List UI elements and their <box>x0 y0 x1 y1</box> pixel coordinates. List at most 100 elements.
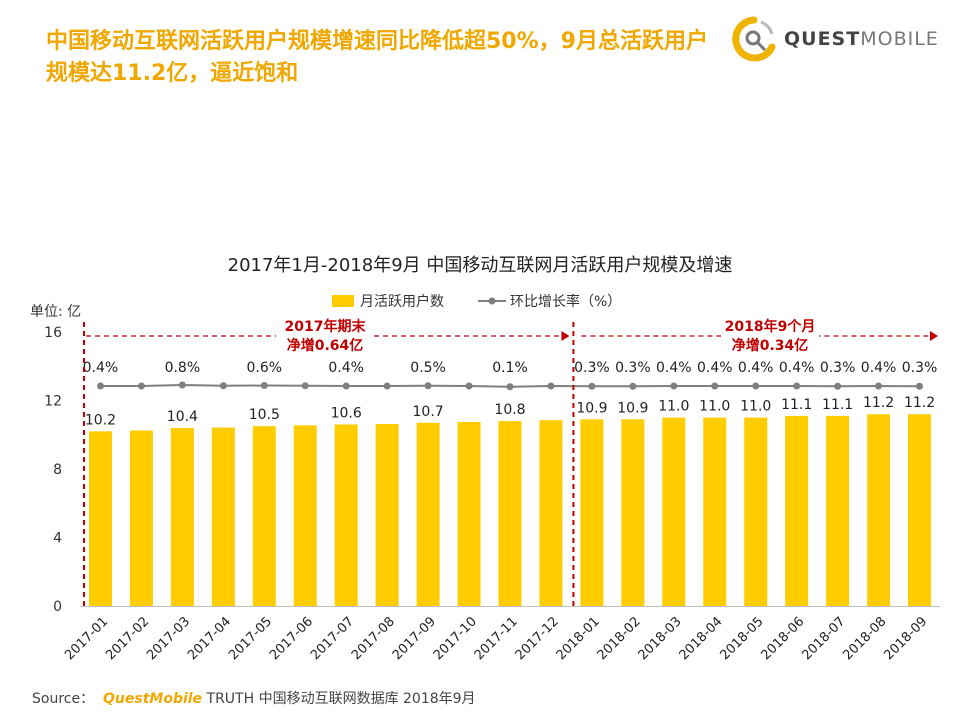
growth-value-label: 0.3% <box>820 360 856 376</box>
x-tick-label: 2018-04 <box>677 614 726 663</box>
bar <box>457 421 481 606</box>
x-tick-label: 2018-06 <box>758 614 807 663</box>
growth-value-label: 0.8% <box>165 360 201 376</box>
annotation-line1: 2017年期末 <box>285 318 367 335</box>
bar <box>88 431 112 606</box>
legend-line-marker <box>488 297 496 305</box>
x-tick-label: 2017-07 <box>308 614 357 663</box>
growth-point <box>506 383 514 391</box>
bar <box>211 427 235 606</box>
bar <box>703 417 727 606</box>
bar-value-label: 11.0 <box>740 399 771 415</box>
growth-value-label: 0.4% <box>83 360 119 376</box>
questmobile-logo: QUESTMOBILE <box>728 14 938 64</box>
y-tick-label: 12 <box>44 394 62 410</box>
growth-point <box>875 382 883 390</box>
x-tick-label: 2018-05 <box>718 614 767 663</box>
growth-point <box>465 382 473 390</box>
x-tick-label: 2018-01 <box>554 614 603 663</box>
y-tick-label: 0 <box>53 599 62 615</box>
logo-wordmark: QUESTMOBILE <box>784 28 939 50</box>
bar <box>334 424 358 606</box>
growth-point <box>301 382 309 390</box>
y-axis-unit: 单位: 亿 <box>30 304 81 320</box>
bar <box>662 417 686 606</box>
bar-value-label: 10.5 <box>249 407 280 423</box>
annotation-background <box>276 315 374 355</box>
y-tick-label: 16 <box>44 325 62 341</box>
bar-value-label: 11.2 <box>863 395 894 411</box>
growth-point <box>178 381 186 389</box>
growth-point <box>752 382 760 390</box>
bar-value-label: 11.1 <box>822 397 853 413</box>
growth-point <box>137 382 145 390</box>
bar-value-label: 11.0 <box>699 399 730 415</box>
bar-value-label: 11.0 <box>658 399 689 415</box>
bar-value-label: 10.8 <box>494 402 525 418</box>
growth-point <box>834 382 842 390</box>
x-tick-label: 2017-08 <box>349 614 398 663</box>
growth-point <box>342 382 350 390</box>
bar <box>908 414 932 606</box>
x-tick-label: 2017-09 <box>390 614 439 663</box>
x-tick-label: 2017-03 <box>144 614 193 663</box>
headline: 中国移动互联网活跃用户规模增速同比降低超50%，9月总活跃用户规模达11.2亿，… <box>46 29 708 86</box>
bar <box>621 419 645 606</box>
source-brand: QuestMobile <box>103 691 203 707</box>
annotation-line2: 净增0.34亿 <box>732 337 809 354</box>
x-tick-label: 2017-06 <box>267 614 316 663</box>
y-tick-label: 8 <box>53 462 62 478</box>
growth-point <box>916 382 924 390</box>
growth-value-label: 0.5% <box>410 360 446 376</box>
bar <box>867 414 891 606</box>
bar <box>498 421 522 606</box>
legend-bar-label: 月活跃用户数 <box>360 293 444 310</box>
bar-value-label: 10.4 <box>167 409 198 425</box>
bar-value-label: 10.7 <box>413 404 444 420</box>
growth-value-label: 0.3% <box>902 360 938 376</box>
x-tick-label: 2017-12 <box>513 614 562 663</box>
legend-line-label: 环比增长率（%） <box>510 293 621 310</box>
bar-value-label: 10.6 <box>331 405 362 421</box>
bar <box>826 415 850 606</box>
bar-value-label: 10.9 <box>576 400 607 416</box>
source-note: Source： QuestMobile TRUTH 中国移动互联网数据库 201… <box>32 691 476 707</box>
growth-point <box>547 382 555 390</box>
annotation-arrowhead <box>561 331 570 341</box>
growth-point <box>96 382 104 390</box>
growth-point <box>260 382 268 389</box>
growth-value-label: 0.4% <box>697 360 733 376</box>
growth-point <box>383 382 391 390</box>
annotation-line2: 净增0.64亿 <box>287 337 364 354</box>
chart-title: 2017年1月-2018年9月 中国移动互联网月活跃用户规模及增速 <box>228 255 733 276</box>
bar <box>785 415 809 606</box>
questmobile-q-logo-icon <box>732 16 776 62</box>
growth-value-label: 0.3% <box>615 360 651 376</box>
y-tick-label: 4 <box>53 531 62 547</box>
growth-point <box>219 382 227 390</box>
x-tick-label: 2017-04 <box>185 614 234 663</box>
growth-value-label: 0.1% <box>492 360 528 376</box>
annotation-arrowhead <box>930 331 938 341</box>
growth-point <box>670 382 678 390</box>
bar-value-label: 11.1 <box>781 397 812 413</box>
growth-value-label: 0.4% <box>328 360 364 376</box>
x-tick-label: 2017-02 <box>103 614 152 663</box>
x-tick-label: 2018-07 <box>799 614 848 663</box>
x-tick-label: 2018-08 <box>840 614 889 663</box>
x-tick-label: 2018-03 <box>636 614 685 663</box>
growth-value-label: 0.4% <box>656 360 692 376</box>
bar-value-label: 10.2 <box>85 412 116 428</box>
growth-point <box>793 382 801 390</box>
x-tick-label: 2017-05 <box>226 614 275 663</box>
growth-value-label: 0.4% <box>779 360 815 376</box>
x-tick-label: 2018-09 <box>881 614 930 663</box>
bar-value-label: 10.9 <box>617 400 648 416</box>
growth-value-label: 0.4% <box>738 360 774 376</box>
growth-value-label: 0.3% <box>574 360 610 376</box>
bar-value-label: 11.2 <box>904 395 935 411</box>
x-tick-label: 2017-10 <box>431 614 480 663</box>
bar <box>170 427 194 606</box>
x-tick-label: 2017-11 <box>472 614 521 663</box>
bar <box>129 430 153 606</box>
